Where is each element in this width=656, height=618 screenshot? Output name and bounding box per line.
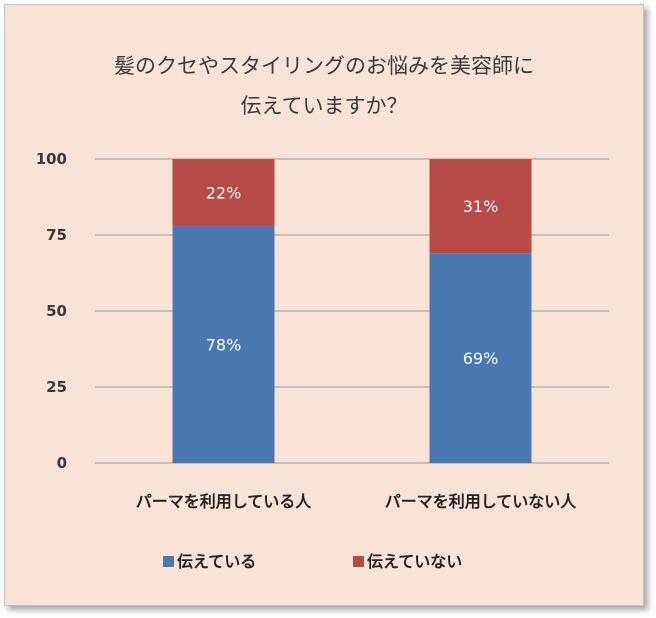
- y-tick-label: 100: [36, 150, 67, 168]
- bar-segment: [172, 225, 275, 463]
- y-tick-label: 50: [46, 302, 67, 320]
- legend-swatch: [163, 556, 174, 567]
- stacked-bar-chart: 髪のクセやスタイリングのお悩みを美容師に 伝えていますか？ 0 25 50 75 100…: [36, 54, 609, 571]
- data-label: 69%: [463, 349, 499, 368]
- legend-entry: 伝えていない: [367, 552, 462, 571]
- bar-segment: [429, 253, 532, 463]
- y-tick-label: 0: [57, 454, 67, 472]
- data-label: 78%: [206, 335, 242, 354]
- legend: 伝えている 伝えていない: [163, 552, 462, 571]
- y-tick-label: 25: [46, 378, 67, 396]
- gridlines: [95, 158, 609, 464]
- x-category-label: パーマを利用していない人: [385, 492, 578, 511]
- bars: 78% 22% 69% 31%: [172, 159, 532, 463]
- bar-segment: [172, 159, 275, 226]
- data-label: 31%: [463, 197, 499, 216]
- legend-swatch: [353, 556, 364, 567]
- data-label: 22%: [206, 183, 242, 202]
- bar-segment: [429, 159, 532, 254]
- chart-panel: 髪のクセやスタイリングのお悩みを美容師に 伝えていますか？ 0 25 50 75 100…: [4, 4, 644, 606]
- chart-title-line-1: 髪のクセやスタイリングのお悩みを美容師に: [114, 54, 534, 78]
- y-tick-label: 75: [46, 226, 67, 244]
- x-category-label: パーマを利用している人: [136, 492, 313, 511]
- x-axis: パーマを利用している人 パーマを利用していない人: [136, 492, 578, 511]
- chart-title-line-2: 伝えていますか？: [241, 94, 408, 118]
- legend-entry: 伝えている: [177, 552, 256, 571]
- y-axis: 0 25 50 75 100: [36, 150, 67, 472]
